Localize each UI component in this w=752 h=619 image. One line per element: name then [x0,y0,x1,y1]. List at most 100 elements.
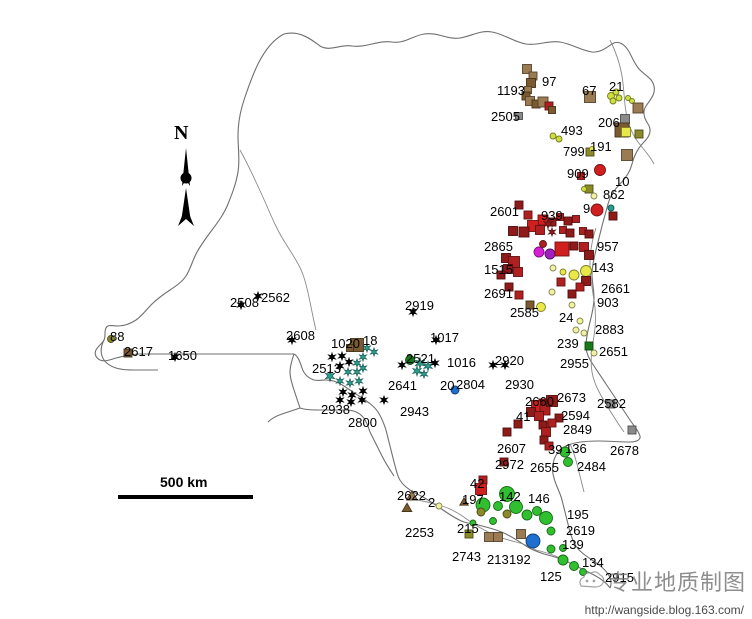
site-label: 195 [567,507,589,522]
marker-circle [544,248,556,260]
site-label: 2655 [530,460,559,475]
site-label: 2513 [312,361,341,376]
marker-circle [580,329,588,337]
site-label: 125 [540,569,562,584]
marker-circle [502,509,512,519]
site-label: 143 [592,260,614,275]
marker-square [493,532,503,542]
site-label: 2484 [577,459,606,474]
marker-square [608,211,618,221]
marker-square [539,404,551,416]
marker-star [170,351,180,363]
marker-circle [576,317,584,325]
marker-star [488,359,498,371]
marker-circle [548,288,556,296]
north-arrow-group: N [168,122,208,232]
site-label: 2883 [595,322,624,337]
marker-square [518,226,530,238]
marker-square [584,91,596,103]
marker-star [411,364,423,378]
site-label: 2 [428,495,436,510]
marker-circle [572,326,580,334]
marker-circle [569,561,579,571]
site-label: 2691 [484,286,513,301]
marker-circle [563,457,573,467]
marker-square [346,344,354,352]
site-label: 2919 [405,298,434,313]
marker-circle [580,265,592,277]
site-label: 2505 [491,109,520,124]
marker-circle [590,203,604,217]
site-label: 2849 [563,422,592,437]
site-label: 206 [598,115,620,130]
site-label: 1017 [430,330,459,345]
site-label: 213 [487,552,509,567]
marker-square [535,225,545,235]
marker-square [548,106,556,114]
site-label: 939 [541,208,563,223]
site-label: 2915 [605,570,634,585]
marker-square [544,441,554,451]
marker-star [431,334,441,346]
marker-star [324,369,336,383]
marker-star [419,368,429,380]
marker-star [346,396,356,408]
marker-square [632,102,644,114]
site-label: 134 [582,555,604,570]
marker-circle [557,554,569,566]
marker-square [504,282,514,292]
watermark-icon [579,571,605,588]
site-label: 1515 [484,262,513,277]
marker-star [542,217,554,231]
marker-square [516,529,526,539]
marker-circle [539,240,547,248]
marker-circle [493,501,503,511]
marker-square [621,127,631,137]
marker-square [522,64,532,74]
marker-star [335,360,345,372]
site-label: 197 [462,492,484,507]
site-label: 2955 [560,356,589,371]
marker-square [508,226,518,236]
marker-star [236,299,246,311]
site-label: 42 [470,476,485,491]
marker-square [556,213,564,221]
marker-square [569,241,579,251]
site-label: 493 [561,123,583,138]
marker-circle [525,533,541,549]
site-label: 2651 [599,344,628,359]
marker-circle [590,349,598,357]
site-label: 1020 [331,336,360,351]
marker-circle [532,506,542,516]
marker-circle [549,264,557,272]
marker-circle [533,246,545,258]
watermark: 专业地质制图 [576,565,746,597]
marker-star [362,342,372,354]
marker-square [556,277,566,287]
site-label: 139 [562,537,584,552]
site-label: 136 [565,441,587,456]
marker-star [287,334,297,346]
site-label: 2943 [400,404,429,419]
marker-circle [568,269,580,281]
marker-square [514,200,524,210]
marker-square [565,228,575,238]
marker-circle [568,301,576,309]
site-label: 2582 [597,396,626,411]
site-label: 21 [609,79,624,94]
site-label: 97 [542,74,557,89]
site-label: 799 [563,144,585,159]
site-label: 2641 [388,378,417,393]
site-label: 239 [557,336,579,351]
site-label: 67 [582,83,597,98]
site-label: 192 [509,552,531,567]
marker-star [338,386,348,398]
marker-triangle [401,502,413,513]
site-label: 2585 [510,305,539,320]
marker-square [554,413,564,423]
marker-square [627,425,637,435]
site-label: 2972 [495,457,524,472]
site-label: 2938 [321,402,350,417]
river-line [239,39,655,433]
